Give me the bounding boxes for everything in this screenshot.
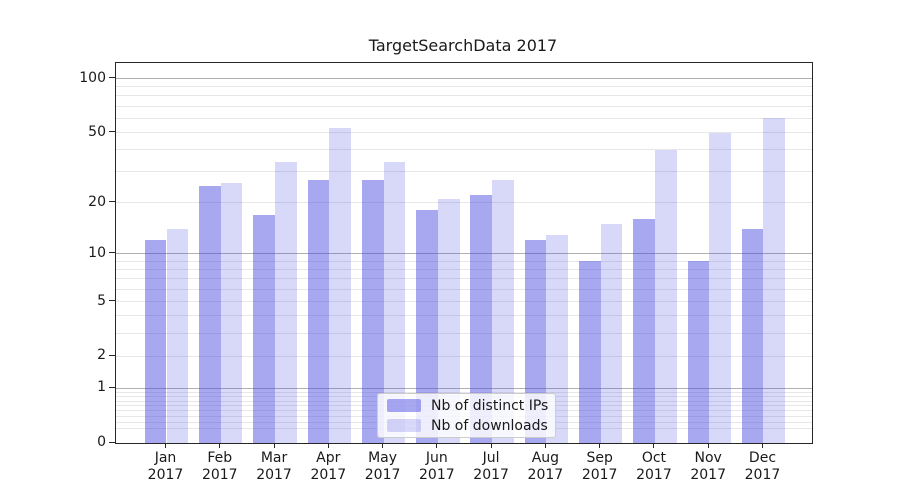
bar-distinct-ips-aug <box>524 240 547 443</box>
legend-swatch-distinct-ips-icon <box>387 399 421 412</box>
bar-downloads-jan <box>166 229 189 443</box>
minor-gridline <box>116 260 812 262</box>
minor-gridline <box>116 105 812 107</box>
y-tick-mark <box>109 441 115 443</box>
bar-distinct-ips-sep <box>578 261 601 443</box>
legend-label-downloads: Nb of downloads <box>431 417 548 434</box>
bar-downloads-aug <box>546 234 569 443</box>
bar-downloads-oct <box>654 149 677 443</box>
bar-downloads-jul <box>492 179 514 443</box>
minor-gridline <box>116 268 812 270</box>
x-tick-label-mar: Mar 2017 <box>256 450 292 483</box>
bar-downloads-may <box>383 162 406 443</box>
y-tick-label: 20 <box>88 193 106 210</box>
bar-downloads-sep <box>600 224 623 443</box>
chart-title: TargetSearchData 2017 <box>368 36 558 55</box>
bar-distinct-ips-feb <box>199 185 221 443</box>
x-tick-mark <box>653 443 655 448</box>
minor-gridline <box>116 278 812 280</box>
minor-gridline <box>116 333 812 335</box>
bar-distinct-ips-may <box>361 179 384 443</box>
minor-gridline <box>116 95 812 97</box>
minor-gridline <box>116 315 812 317</box>
x-tick-mark <box>599 443 601 448</box>
x-tick-label-jan: Jan 2017 <box>147 450 184 483</box>
bar-distinct-ips-jun <box>416 210 438 443</box>
x-tick-label-sep: Sep 2017 <box>581 450 618 483</box>
x-tick-mark <box>273 443 275 448</box>
x-tick-mark <box>382 443 384 448</box>
x-tick-mark <box>707 443 709 448</box>
bar-downloads-mar <box>275 162 297 443</box>
legend: Nb of distinct IPs Nb of downloads <box>377 393 556 438</box>
bar-distinct-ips-mar <box>253 214 276 443</box>
y-tick-label: 50 <box>88 123 106 140</box>
x-tick-label-jul: Jul 2017 <box>473 450 509 483</box>
y-tick-mark <box>109 201 115 203</box>
y-tick-label: 100 <box>79 69 106 86</box>
x-tick-mark <box>436 443 438 448</box>
legend-label-distinct-ips: Nb of distinct IPs <box>431 397 549 414</box>
x-tick-label-aug: Aug 2017 <box>527 450 564 483</box>
minor-gridline <box>116 171 812 173</box>
legend-item-distinct-ips: Nb of distinct IPs <box>387 397 549 414</box>
x-tick-label-dec: Dec 2017 <box>744 450 781 483</box>
x-tick-mark <box>761 443 763 448</box>
bar-distinct-ips-jul <box>470 195 493 443</box>
x-tick-mark <box>327 443 329 448</box>
minor-gridline <box>116 117 812 119</box>
bar-distinct-ips-oct <box>633 219 655 443</box>
y-tick-label: 5 <box>97 292 106 309</box>
minor-gridline <box>116 355 812 357</box>
y-tick-mark <box>109 386 115 388</box>
bar-downloads-feb <box>220 182 243 443</box>
major-gridline <box>116 387 812 389</box>
bar-downloads-nov <box>709 132 731 443</box>
minor-gridline <box>116 86 812 88</box>
minor-gridline <box>116 288 812 290</box>
major-gridline <box>116 253 812 255</box>
minor-gridline <box>116 391 812 393</box>
y-tick-label: 1 <box>97 379 106 396</box>
y-tick-label: 0 <box>97 434 106 450</box>
minor-gridline <box>116 149 812 151</box>
x-tick-label-feb: Feb 2017 <box>201 450 238 483</box>
y-tick-mark <box>109 354 115 356</box>
major-gridline <box>116 78 812 80</box>
bar-distinct-ips-dec <box>741 229 764 443</box>
minor-gridline <box>116 202 812 204</box>
x-tick-label-apr: Apr 2017 <box>310 450 347 483</box>
plot-area <box>115 62 813 444</box>
x-tick-mark <box>165 443 166 448</box>
x-tick-mark <box>490 443 492 448</box>
x-tick-mark <box>544 443 546 448</box>
bar-downloads-apr <box>329 128 351 443</box>
y-tick-mark <box>109 252 115 254</box>
bar-distinct-ips-apr <box>307 179 330 443</box>
x-tick-mark <box>219 443 221 448</box>
x-tick-label-oct: Oct 2017 <box>636 450 672 483</box>
bar-distinct-ips-jan <box>144 240 167 443</box>
bar-distinct-ips-nov <box>687 261 710 443</box>
y-tick-label: 2 <box>97 347 106 364</box>
legend-swatch-downloads-icon <box>387 419 421 432</box>
minor-gridline <box>116 301 812 302</box>
minor-gridline <box>116 132 812 134</box>
bar-downloads-dec <box>763 118 786 443</box>
x-tick-label-nov: Nov 2017 <box>690 450 726 483</box>
bar-downloads-jun <box>437 198 460 443</box>
x-tick-label-may: May 2017 <box>364 450 401 483</box>
x-tick-label-jun: Jun 2017 <box>419 450 455 483</box>
y-tick-label: 10 <box>88 244 106 261</box>
y-tick-mark <box>109 131 115 133</box>
y-tick-mark <box>109 300 115 301</box>
y-tick-mark <box>109 77 115 79</box>
legend-item-downloads: Nb of downloads <box>387 417 548 434</box>
